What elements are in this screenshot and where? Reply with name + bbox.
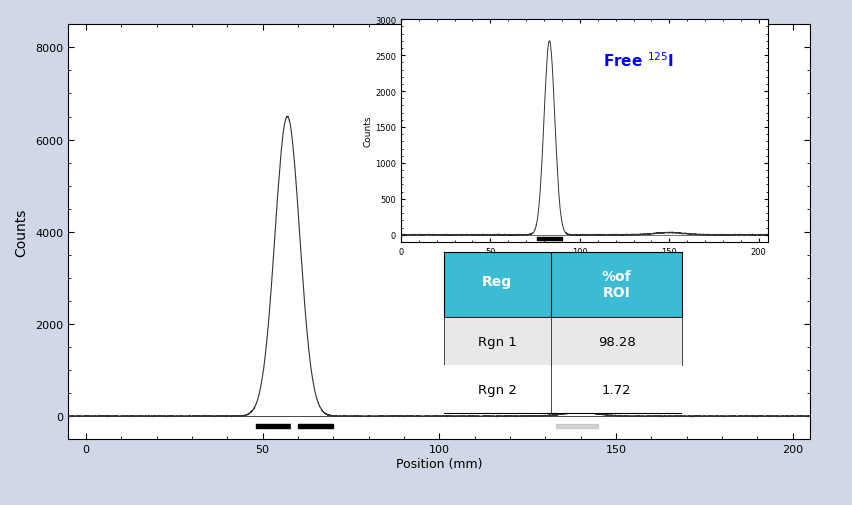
FancyBboxPatch shape (443, 366, 682, 414)
Text: Rgn 2: Rgn 2 (477, 383, 516, 396)
Text: %of
ROI: %of ROI (602, 270, 630, 300)
X-axis label: Position (mm): Position (mm) (552, 258, 615, 267)
Text: 98.28: 98.28 (597, 335, 635, 348)
Text: Reg: Reg (481, 275, 512, 288)
Text: Free $^{125}$I: Free $^{125}$I (602, 51, 673, 70)
FancyBboxPatch shape (443, 252, 682, 317)
X-axis label: Position (mm): Position (mm) (395, 457, 482, 470)
Text: 1.72: 1.72 (602, 383, 630, 396)
Y-axis label: Counts: Counts (14, 208, 28, 257)
Text: Rgn 1: Rgn 1 (477, 335, 516, 348)
Y-axis label: Counts: Counts (363, 116, 371, 147)
FancyBboxPatch shape (443, 317, 682, 366)
